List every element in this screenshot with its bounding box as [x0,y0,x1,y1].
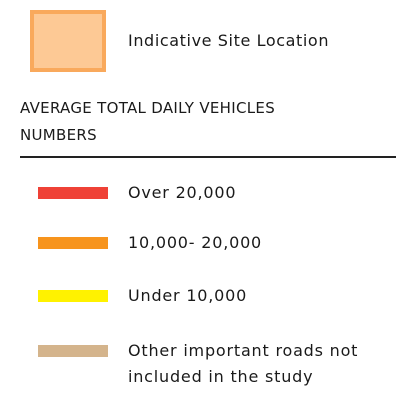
site-swatch [30,10,106,72]
road-label: 10,000- 20,000 [128,233,263,252]
legend-heading: AVERAGE TOTAL DAILY VEHICLES NUMBERS [20,99,276,144]
road-swatch [38,187,108,199]
road-label: Under 10,000 [128,286,248,305]
road-label: Other important roads not included in th… [128,341,359,386]
road-swatch [38,290,108,302]
divider [20,156,396,158]
road-label: Over 20,000 [128,183,237,202]
site-label: Indicative Site Location [128,31,330,50]
road-swatch [38,237,108,249]
road-swatch [38,345,108,357]
